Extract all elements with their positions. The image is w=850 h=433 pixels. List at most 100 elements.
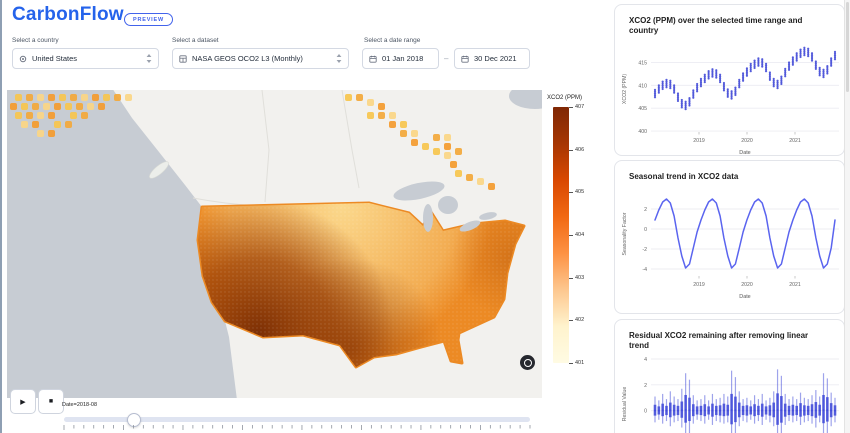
chart-primitive — [807, 51, 810, 54]
chart-primitive — [703, 75, 706, 78]
chart-primitive: 400 — [638, 129, 647, 135]
alaska-data-dots — [10, 94, 495, 190]
chart-primitive — [692, 91, 695, 94]
chart-primitive — [444, 143, 451, 150]
chart-primitive — [684, 104, 687, 107]
date-end-input[interactable]: 30 Dec 2021 — [454, 48, 530, 69]
chart-primitive — [757, 60, 760, 64]
chart-primitive: 405 — [638, 106, 647, 112]
chart-primitive — [738, 78, 741, 81]
chart-primitive — [699, 81, 703, 84]
dataset-value: NASA GEOS OCO2 L3 (Monthly) — [192, 54, 303, 63]
dataset-select[interactable]: NASA GEOS OCO2 L3 (Monthly) — [172, 48, 349, 69]
chart-primitive — [726, 88, 729, 91]
chart-primitive — [423, 204, 433, 232]
chart-primitive — [422, 143, 429, 150]
chart-primitive — [466, 174, 473, 181]
map-attribution-button[interactable] — [520, 355, 535, 370]
slider-track[interactable] — [64, 417, 530, 422]
chart-primitive — [749, 64, 752, 67]
xco2-timeseries-chart[interactable]: 415 410 405 400 2019 2020 2021 Date XCO2 (PPM) — [615, 38, 846, 160]
great-lakes — [393, 181, 497, 232]
chart-primitive — [688, 104, 691, 107]
chart-primitive — [653, 88, 657, 91]
chart-primitive — [22, 57, 24, 60]
chart-primitive — [676, 99, 680, 103]
chart-primitive — [657, 86, 660, 89]
chart-primitive: 0 — [644, 227, 647, 233]
chart-primitive — [753, 63, 756, 66]
chart-primitive — [772, 81, 775, 84]
play-button[interactable]: ▶ — [10, 389, 36, 414]
chart-primitive — [742, 409, 745, 412]
chart-title: Seasonal trend in XCO2 data — [629, 172, 739, 181]
chart-primitive — [680, 106, 683, 109]
chart-primitive — [768, 73, 771, 76]
chart-primitive — [665, 409, 668, 412]
province-border — [261, 90, 270, 203]
residual-chart[interactable]: 420-2Residual Value — [615, 353, 846, 433]
chart-primitive — [772, 83, 775, 86]
chart-primitive — [703, 79, 706, 82]
chart-primitive — [807, 49, 810, 52]
country-select[interactable]: United States — [12, 48, 159, 69]
choropleth-map[interactable] — [7, 90, 542, 398]
select-stepper-icon — [146, 54, 152, 63]
chart-primitive — [788, 409, 791, 412]
chart-primitive — [707, 409, 710, 412]
chart-primitive — [76, 103, 83, 110]
chart-primitive — [477, 178, 484, 185]
chart-primitive: XCO2 (PPM) — [622, 74, 628, 105]
chart-primitive — [722, 83, 726, 86]
chart-primitive — [830, 57, 833, 60]
chart-primitive — [696, 88, 699, 91]
chart-primitive — [699, 85, 703, 88]
chart-primitive — [367, 112, 374, 119]
chart-primitive — [795, 55, 798, 59]
chart-primitive — [811, 409, 814, 412]
chart-primitive: 2019 — [693, 282, 705, 288]
chart-primitive — [818, 70, 821, 73]
chart-primitive — [826, 64, 829, 68]
chart-primitive — [711, 75, 714, 78]
chart-primitive — [711, 71, 714, 75]
slider-handle[interactable] — [127, 413, 142, 427]
chart-primitive — [680, 100, 683, 103]
chart-primitive — [699, 409, 702, 412]
chart-primitive — [814, 409, 817, 412]
chart-primitive — [680, 102, 683, 105]
chart-primitive — [665, 78, 668, 81]
chart-primitive: 2020 — [741, 282, 753, 288]
chart-primitive — [795, 54, 798, 57]
chart-primitive — [738, 86, 741, 89]
stop-button[interactable]: ■ — [38, 389, 64, 414]
chart-primitive — [669, 81, 672, 84]
chart-primitive — [734, 409, 737, 412]
chart-primitive — [803, 50, 806, 53]
seasonal-trend-chart[interactable]: 2 0 -2 -4 2019 2020 2021 Date Seasonality Factor — [615, 184, 846, 308]
chart-primitive — [795, 52, 798, 55]
chart-primitive — [734, 92, 737, 95]
chart-primitive — [799, 409, 802, 412]
chart-primitive — [784, 409, 787, 412]
date-start-input[interactable]: 01 Jan 2018 — [362, 48, 439, 69]
chart-primitive — [680, 98, 683, 102]
chart-primitive — [784, 71, 787, 74]
app-title: CarbonFlow — [12, 4, 124, 25]
scrollbar-thumb[interactable] — [846, 2, 849, 92]
chart-primitive — [26, 112, 33, 119]
chart-primitive: -4 — [642, 267, 647, 273]
chart-primitive — [673, 87, 676, 91]
chart-primitive — [741, 76, 745, 79]
calendar-icon — [369, 55, 377, 63]
chart-primitive — [411, 139, 418, 146]
chart-primitive — [761, 409, 764, 412]
chart-primitive — [455, 170, 462, 177]
dataset-grid-icon — [179, 54, 187, 63]
play-icon: ▶ — [20, 398, 26, 406]
chart-primitive — [776, 85, 779, 88]
chart-primitive — [761, 61, 764, 65]
chart-primitive — [10, 103, 17, 110]
scrollbar[interactable] — [844, 0, 850, 433]
chart-primitive — [673, 86, 676, 89]
